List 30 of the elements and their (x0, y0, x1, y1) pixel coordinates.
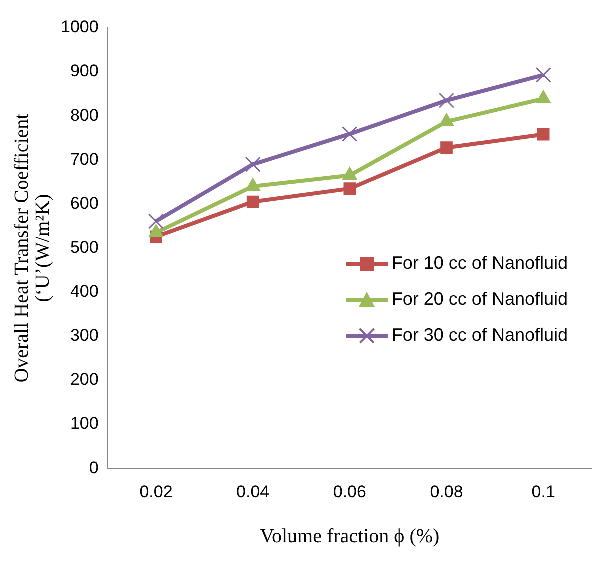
x-tick-label: 0.06 (333, 482, 366, 502)
y-tick-label: 1000 (60, 18, 99, 37)
y-tick-label: 200 (70, 370, 99, 390)
y-tick-label: 900 (70, 62, 99, 81)
point (537, 128, 550, 141)
point (438, 92, 455, 109)
point (536, 67, 552, 83)
point (148, 214, 164, 230)
point (440, 142, 453, 154)
y-tick-label: 500 (70, 238, 99, 257)
x-tick-label: 0.04 (236, 482, 270, 502)
y-tick-label: 0 (89, 458, 99, 478)
x-tick-label: 0.08 (430, 482, 464, 502)
y-tick-label: 600 (70, 194, 99, 213)
x-tick-label: 0.1 (532, 482, 556, 502)
point (245, 156, 261, 172)
legend-label: For 10 cc of Nanofluid (392, 253, 568, 274)
point (342, 126, 358, 142)
legend-label: For 20 cc of Nanofluid (392, 289, 568, 310)
y-tick-label: 400 (70, 282, 99, 302)
y-axis-title: Overall Heat Transfer Coefficient (‘U’(W/m²K) (10, 113, 54, 383)
y-tick-label: 100 (70, 414, 99, 434)
y-tick-label: 800 (70, 106, 99, 125)
y-tick-label: 300 (70, 326, 99, 346)
legend-label: For 30 cc of Nanofluid (392, 325, 568, 346)
y-tick-label: 700 (70, 150, 99, 169)
x-axis-title: Volume fraction ϕ (%) (260, 525, 440, 548)
point (344, 182, 356, 195)
point (246, 196, 260, 208)
x-tick-label: 0.02 (140, 482, 173, 502)
